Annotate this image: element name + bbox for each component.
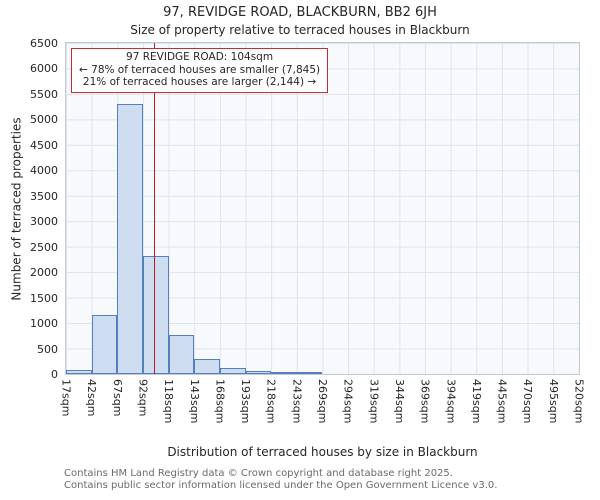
x-tick-label: 17sqm [59,379,73,417]
x-tick-label: 369sqm [418,379,432,424]
y-tick-label: 1000 [30,317,58,331]
x-tick-label: 269sqm [316,379,329,424]
histogram-bar [245,371,272,374]
histogram-bar [142,255,169,374]
footer-line2: Contains public sector information licen… [64,479,498,491]
x-tick-label: 218sqm [264,379,278,424]
x-tick-label: 294sqm [341,379,355,424]
property-size-marker [153,43,156,374]
y-tick-label: 5000 [30,113,58,127]
y-axis-ticks: 0 500 1000 1500 2000 2500 3000 3500 4000 4500 5000… [0,37,58,381]
x-tick-label: 143sqm [187,379,201,424]
annotation-larger: 21% of terraced houses are larger (2,144… [82,76,317,88]
footer-line1: Contains HM Land Registry data © Crown c… [64,468,453,479]
x-axis-label: Distribution of terraced houses by size … [167,445,478,459]
histogram-bar [194,359,220,374]
plot-area: 97 REVIDGE ROAD: 104sqm ← 78% of terrace… [65,42,580,375]
x-tick-label: 470sqm [521,379,535,424]
x-tick-label: 193sqm [239,379,253,424]
x-tick-label: 495sqm [546,379,560,424]
y-tick-label: 4500 [30,138,58,152]
y-tick-label: 5500 [30,87,58,101]
x-tick-label: 168sqm [213,379,227,424]
histogram-bar [296,372,323,374]
y-tick-label: 2500 [30,240,58,254]
histogram-bar [168,334,195,374]
footer: Contains HM Land Registry data © Crown c… [64,468,497,491]
y-tick-label: 500 [37,342,58,356]
y-tick-label: 6500 [30,37,58,50]
y-tick-label: 0 [51,368,58,381]
x-tick-label: 394sqm [444,379,458,424]
x-tick-label: 520sqm [572,379,586,424]
histogram-bar [271,371,297,374]
histogram-bar [91,315,118,374]
y-tick-label: 2000 [30,266,58,280]
x-tick-label: 445sqm [495,379,509,424]
x-tick-label: 67sqm [110,379,124,417]
y-tick-label: 6000 [30,62,58,76]
annotation-smaller: ← 78% of terraced houses are smaller (7,… [79,63,321,76]
y-tick-label: 1500 [30,291,58,305]
chart-subtitle: Size of property relative to terraced ho… [130,23,470,37]
annotation-title: 97 REVIDGE ROAD: 104sqm [126,51,274,63]
x-tick-label: 243sqm [290,379,304,424]
y-tick-label: 3000 [30,215,58,229]
x-tick-label: 42sqm [85,379,99,417]
x-tick-label: 319sqm [367,379,381,424]
histogram-bar [219,367,246,374]
y-tick-label: 4000 [30,164,58,178]
annotation-box: 97 REVIDGE ROAD: 104sqm ← 78% of terrace… [71,48,329,93]
x-tick-label: 118sqm [162,379,176,424]
y-tick-label: 3500 [30,189,58,203]
x-axis-ticks: 17sqm 42sqm 67sqm 92sqm 118sqm 143sqm 168sqm 19… [60,379,586,441]
histogram-bar [117,104,143,374]
x-tick-label: 344sqm [392,379,406,424]
x-tick-label: 419sqm [469,379,483,424]
x-tick-label: 92sqm [136,379,150,417]
chart-title: 97, REVIDGE ROAD, BLACKBURN, BB2 6JH [163,5,437,20]
histogram-bar [66,370,92,374]
